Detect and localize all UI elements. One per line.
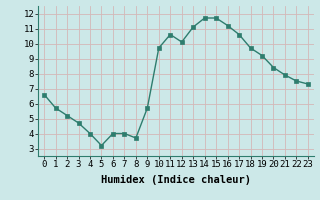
- X-axis label: Humidex (Indice chaleur): Humidex (Indice chaleur): [101, 175, 251, 185]
